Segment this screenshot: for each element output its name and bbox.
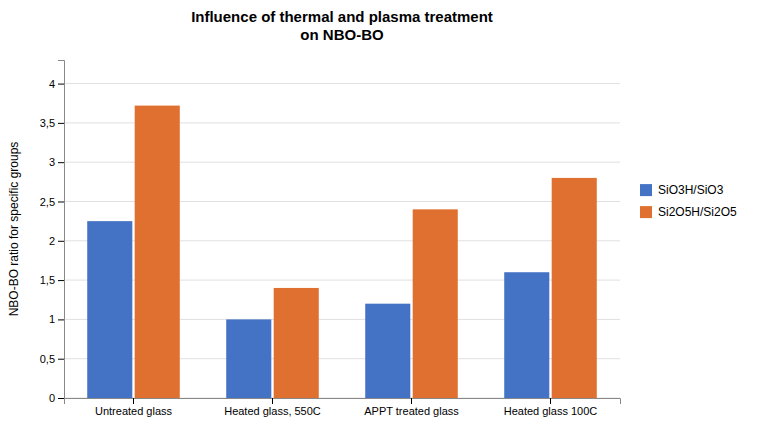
legend-swatch xyxy=(640,184,652,196)
x-tick: APPT treated glass xyxy=(364,398,459,417)
y-tick: 0,5 xyxy=(40,353,64,365)
x-tick: Heated glass 100C xyxy=(504,398,598,417)
title: Influence of thermal and plasma treatmen… xyxy=(191,8,493,43)
y-tick: 4 xyxy=(49,78,64,90)
x-axis: Untreated glass Heated glass, 550C APPT tr… xyxy=(65,398,621,417)
y-tick-label: 2 xyxy=(49,235,55,247)
y-tick-mark xyxy=(58,319,64,320)
x-tick-mark xyxy=(272,398,273,404)
bar xyxy=(87,221,132,398)
y-axis-line xyxy=(58,61,65,399)
y-tick-label: 0 xyxy=(49,392,55,404)
bar-series xyxy=(135,106,597,398)
bar xyxy=(226,319,271,398)
bar xyxy=(504,272,549,398)
y-tick: 1 xyxy=(49,313,64,325)
y-tick-mark xyxy=(58,201,64,202)
y-tick-label: 1,5 xyxy=(40,274,55,286)
x-axis-line xyxy=(65,399,621,405)
y-tick: 3 xyxy=(49,156,64,168)
legend-item: Si2O5H/Si2O5 xyxy=(640,205,737,219)
bar xyxy=(135,106,180,398)
y-tick-mark xyxy=(58,398,64,399)
y-tick-label: 4 xyxy=(49,78,55,90)
y-tick-mark xyxy=(58,123,64,124)
title-line: on NBO-BO xyxy=(300,26,384,43)
bar xyxy=(552,178,597,398)
y-axis: 0 0,5 1 1,5 2 2,5 3 3,5 4 xyxy=(40,61,65,405)
bar xyxy=(274,288,319,398)
x-tick-mark xyxy=(133,398,134,404)
y-tick-mark xyxy=(58,241,64,242)
y-tick-label: 3 xyxy=(49,156,55,168)
x-tick-label: APPT treated glass xyxy=(364,405,459,417)
y-tick-mark xyxy=(58,84,64,85)
y-tick-label: 3,5 xyxy=(40,117,55,129)
x-tick-mark xyxy=(550,398,551,404)
x-tick: Untreated glass xyxy=(95,398,173,417)
bar xyxy=(413,209,458,398)
y-tick: 3,5 xyxy=(40,117,64,129)
y-tick-mark xyxy=(58,280,64,281)
legend-label: SiO3H/SiO3 xyxy=(658,183,724,197)
y-axis-title: NBO-BO ratio for specific groups xyxy=(7,142,21,317)
plot: 0 0,5 1 1,5 2 2,5 3 3,5 4 Untreated glass Heated g… xyxy=(40,61,621,417)
legend-swatch xyxy=(640,206,652,218)
grid xyxy=(64,84,620,398)
grid-line xyxy=(64,83,620,84)
x-tick-mark xyxy=(411,398,412,404)
y-tick-label: 0,5 xyxy=(40,353,55,365)
x-tick-label: Heated glass, 550C xyxy=(224,405,321,417)
y-tick-label: 2,5 xyxy=(40,196,55,208)
y-tick-label: 1 xyxy=(49,313,55,325)
legend-item: SiO3H/SiO3 xyxy=(640,183,724,197)
title-line: Influence of thermal and plasma treatmen… xyxy=(191,8,493,25)
y-tick: 2,5 xyxy=(40,196,64,208)
x-tick: Heated glass, 550C xyxy=(224,398,321,417)
x-tick-label: Heated glass 100C xyxy=(504,405,598,417)
y-tick: 0 xyxy=(49,392,64,404)
y-tick-mark xyxy=(58,359,64,360)
legend: SiO3H/SiO3 Si2O5H/Si2O5 xyxy=(640,183,737,219)
y-tick-mark xyxy=(58,162,64,163)
y-tick: 1,5 xyxy=(40,274,64,286)
x-tick-label: Untreated glass xyxy=(95,405,173,417)
bars xyxy=(87,106,597,398)
legend-label: Si2O5H/Si2O5 xyxy=(658,205,737,219)
y-tick: 2 xyxy=(49,235,64,247)
bar xyxy=(365,304,410,398)
chart: 0 0,5 1 1,5 2 2,5 3 3,5 4 Untreated glass Heated g… xyxy=(0,0,780,438)
